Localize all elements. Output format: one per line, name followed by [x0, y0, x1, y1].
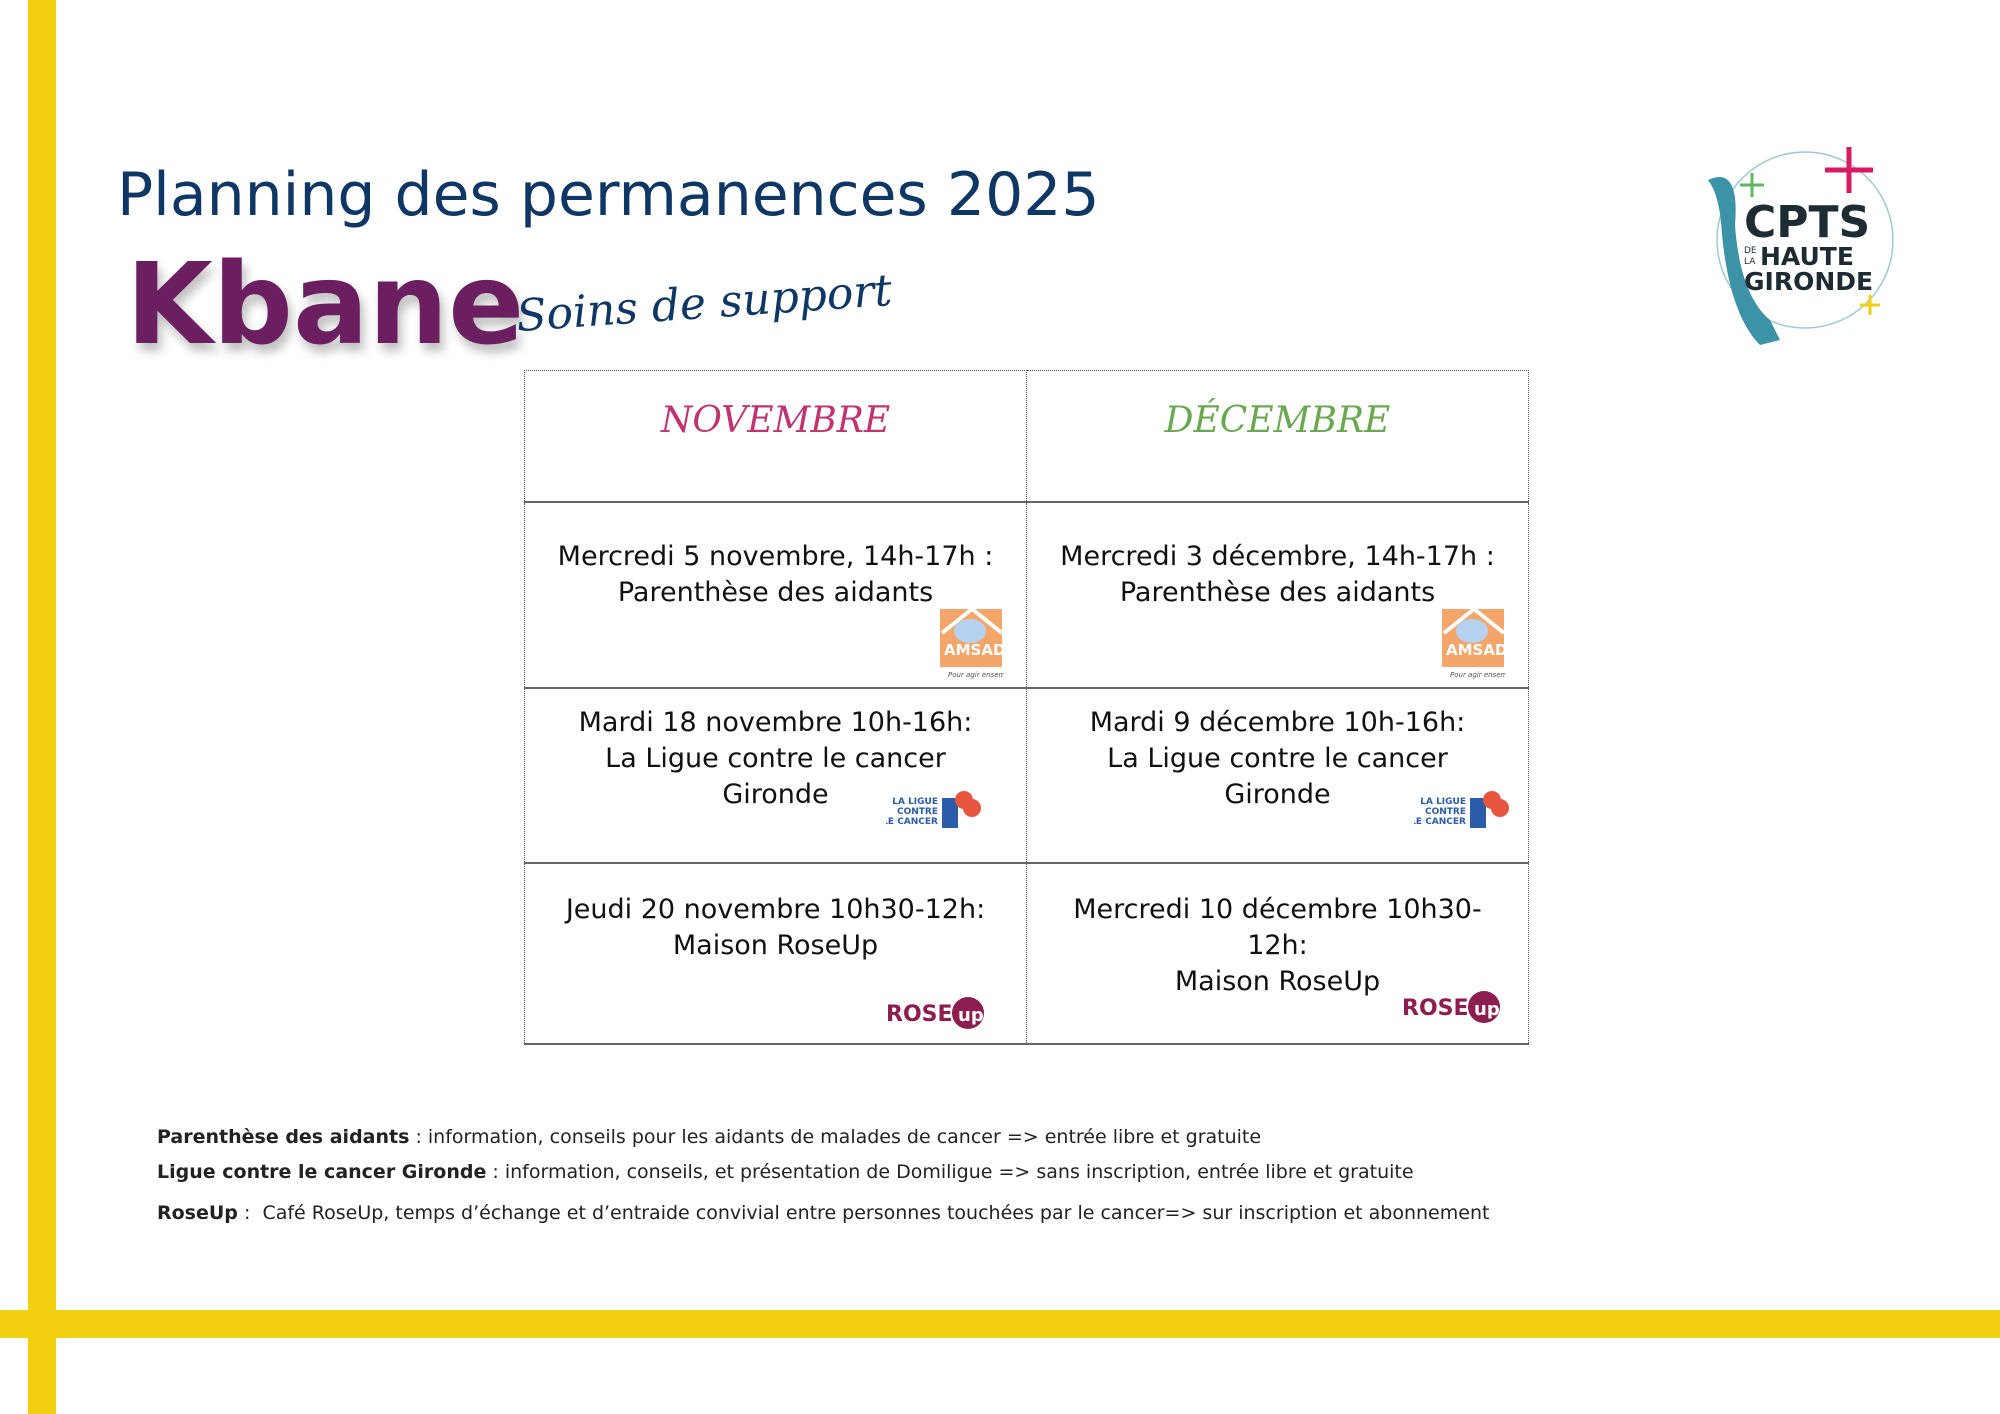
svg-text:AMSAD: AMSAD [944, 641, 1004, 659]
brand-name: Kbane [126, 240, 525, 370]
svg-text:DE: DE [1744, 246, 1757, 256]
event-title: La Ligue contre le cancer [605, 742, 946, 774]
event-cell: Jeudi 20 novembre 10h30-12h: Maison Rose… [524, 861, 1027, 1045]
svg-text:Pour agir ensemble: Pour agir ensemble [1450, 671, 1506, 679]
note-term: Parenthèse des aidants [157, 1126, 410, 1148]
svg-text:LA LIGUE: LA LIGUE [892, 797, 938, 807]
event-title: 12h: [1247, 929, 1308, 961]
event-title: Maison RoseUp [1174, 965, 1381, 997]
amsad-logo: AMSAD Pour agir ensemble [1442, 605, 1506, 679]
svg-text:AMSAD: AMSAD [1446, 641, 1506, 659]
svg-text:LE CANCER: LE CANCER [1414, 817, 1466, 827]
svg-text:HAUTE: HAUTE [1760, 242, 1854, 271]
schedule-table: NOVEMBRE DÉCEMBRE Mercredi 5 novembre, 1… [524, 370, 1529, 1045]
note-term: Ligue contre le cancer Gironde [157, 1161, 487, 1183]
event-date: Mardi 18 novembre 10h-16h: [578, 706, 973, 738]
svg-text:up: up [958, 1005, 984, 1026]
svg-text:CONTRE: CONTRE [897, 807, 938, 817]
amsad-logo: AMSAD Pour agir ensemble [940, 605, 1004, 679]
event-cell: Mardi 18 novembre 10h-16h: La Ligue cont… [524, 686, 1027, 864]
event-title: Maison RoseUp [672, 929, 879, 961]
cpts-logo: CPTS DE LA HAUTE GIRONDE [1708, 147, 1894, 345]
note-roseup: RoseUp : Café RoseUp, temps d’échange et… [157, 1202, 1489, 1224]
event-date: Mercredi 5 novembre, 14h-17h : [557, 540, 994, 572]
event-title: La Ligue contre le cancer [1107, 742, 1448, 774]
roseup-logo: ROSE up [886, 996, 984, 1029]
note-term: RoseUp [157, 1202, 238, 1224]
note-parenthese: Parenthèse des aidants : information, co… [157, 1126, 1261, 1148]
month-header-december: DÉCEMBRE [1026, 370, 1529, 502]
event-date: Jeudi 20 novembre 10h30-12h: [565, 893, 986, 925]
svg-text:up: up [1474, 999, 1500, 1020]
svg-text:ROSE: ROSE [1402, 996, 1469, 1021]
svg-text:ROSE: ROSE [886, 1002, 953, 1027]
event-title: Parenthèse des aidants [1119, 576, 1436, 608]
event-cell: Mercredi 5 novembre, 14h-17h : Parenthès… [524, 500, 1027, 689]
event-date: Mercredi 3 décembre, 14h-17h : [1060, 540, 1495, 572]
svg-text:CONTRE: CONTRE [1425, 807, 1466, 817]
event-date: Mercredi 10 décembre 10h30- [1073, 893, 1482, 925]
event-cell: Mercredi 3 décembre, 14h-17h : Parenthès… [1026, 500, 1529, 689]
note-text: : Café RoseUp, temps d’échange et d’entr… [237, 1202, 1490, 1224]
event-cell: Mercredi 10 décembre 10h30- 12h: Maison … [1026, 861, 1529, 1045]
yellow-vertical-bar [28, 0, 56, 1414]
event-cell: Mardi 9 décembre 10h-16h: La Ligue contr… [1026, 686, 1529, 864]
month-header-november: NOVEMBRE [524, 370, 1027, 502]
event-title: Gironde [722, 778, 829, 810]
note-ligue: Ligue contre le cancer Gironde : informa… [157, 1161, 1414, 1183]
event-title: Parenthèse des aidants [617, 576, 934, 608]
note-text: : information, conseils pour les aidants… [409, 1126, 1262, 1148]
svg-text:LA LIGUE: LA LIGUE [1420, 797, 1466, 807]
subtitle: Soins de support [514, 264, 894, 343]
svg-text:LA: LA [1744, 257, 1756, 267]
svg-text:GIRONDE: GIRONDE [1744, 267, 1873, 296]
svg-text:CPTS: CPTS [1744, 197, 1870, 248]
page-title: Planning des permanences 2025 [117, 160, 1100, 230]
event-date: Mardi 9 décembre 10h-16h: [1089, 706, 1466, 738]
svg-text:LE CANCER: LE CANCER [886, 817, 938, 827]
event-title: Gironde [1224, 778, 1331, 810]
svg-text:Pour agir ensemble: Pour agir ensemble [948, 671, 1004, 679]
yellow-horizontal-bar [0, 1310, 2000, 1338]
roseup-logo: ROSE up [1402, 990, 1500, 1023]
note-text: : information, conseils, et présentation… [486, 1161, 1414, 1183]
